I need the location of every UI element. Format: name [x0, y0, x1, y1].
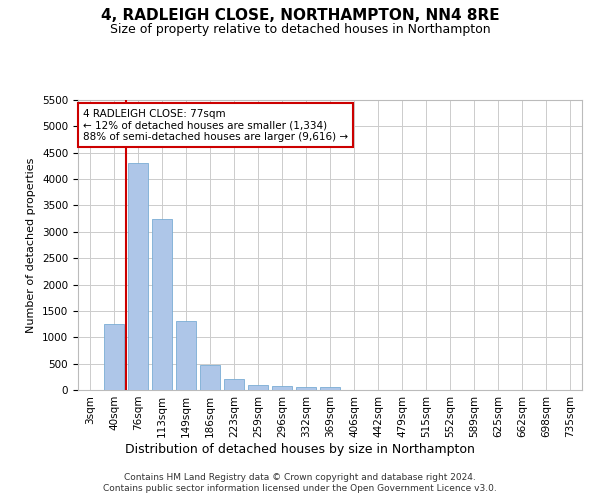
- Bar: [320, 388, 340, 390]
- Bar: [200, 364, 220, 390]
- Bar: [176, 322, 196, 390]
- Bar: [128, 164, 148, 390]
- Bar: [152, 218, 172, 390]
- Bar: [272, 386, 292, 390]
- Text: Size of property relative to detached houses in Northampton: Size of property relative to detached ho…: [110, 22, 490, 36]
- Text: Contains public sector information licensed under the Open Government Licence v3: Contains public sector information licen…: [103, 484, 497, 493]
- Bar: [104, 324, 124, 390]
- Bar: [296, 387, 316, 390]
- Text: 4 RADLEIGH CLOSE: 77sqm
← 12% of detached houses are smaller (1,334)
88% of semi: 4 RADLEIGH CLOSE: 77sqm ← 12% of detache…: [83, 108, 348, 142]
- Text: 4, RADLEIGH CLOSE, NORTHAMPTON, NN4 8RE: 4, RADLEIGH CLOSE, NORTHAMPTON, NN4 8RE: [101, 8, 499, 22]
- Y-axis label: Number of detached properties: Number of detached properties: [26, 158, 37, 332]
- Text: Contains HM Land Registry data © Crown copyright and database right 2024.: Contains HM Land Registry data © Crown c…: [124, 472, 476, 482]
- Bar: [248, 384, 268, 390]
- Bar: [224, 380, 244, 390]
- Text: Distribution of detached houses by size in Northampton: Distribution of detached houses by size …: [125, 442, 475, 456]
